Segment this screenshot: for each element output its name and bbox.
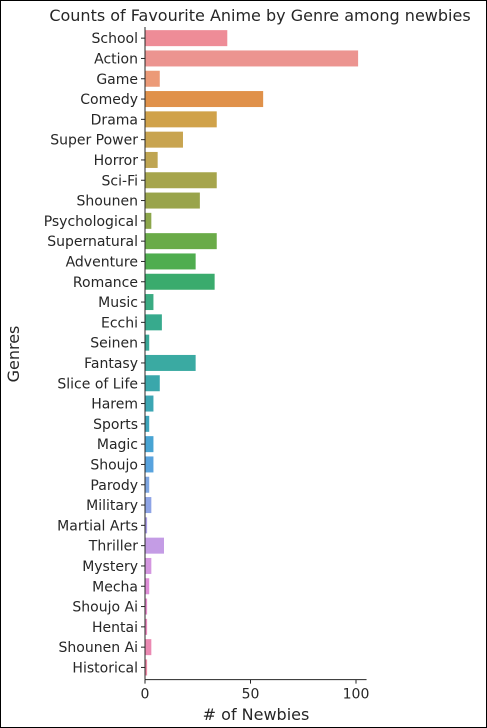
- bar-martial-arts: [145, 517, 148, 534]
- y-tick-label: Sci-Fi: [102, 173, 138, 189]
- y-tick-label: Thriller: [88, 539, 138, 555]
- y-tick-label: Drama: [91, 112, 138, 128]
- y-tick-labels: School Action Game Comedy Drama Super Power Ho…: [44, 31, 139, 676]
- bar-psychological: [145, 212, 152, 229]
- bar-ecchi: [145, 314, 162, 331]
- y-tick-label: Shounen: [76, 194, 138, 210]
- y-tick-label: Shounen Ai: [59, 640, 138, 656]
- y-tick-label: Game: [96, 72, 138, 88]
- bar-action: [145, 50, 359, 67]
- x-tick-label: 100: [343, 687, 370, 703]
- y-tick-label: Super Power: [50, 133, 138, 149]
- bar-game: [145, 70, 160, 87]
- bar-sci-fi: [145, 172, 217, 189]
- bar-comedy: [145, 91, 264, 108]
- bar-adventure: [145, 253, 196, 270]
- y-tick-label: Shoujo: [90, 457, 138, 473]
- bar-horror: [145, 151, 158, 168]
- x-ticks: 0 50 100: [141, 679, 370, 703]
- y-tick-label: Psychological: [44, 214, 138, 230]
- y-tick-label: Mecha: [92, 579, 138, 595]
- y-tick-label: School: [92, 31, 138, 47]
- y-tick-label: Action: [94, 51, 138, 67]
- y-tick-label: Comedy: [80, 92, 138, 108]
- bars-group: [145, 30, 359, 676]
- y-tick-label: Slice of Life: [57, 376, 138, 392]
- y-tick-label: Martial Arts: [57, 518, 138, 534]
- bar-slice-of-life: [145, 375, 160, 392]
- bar-shounen-ai: [145, 639, 152, 656]
- bar-parody: [145, 476, 150, 493]
- y-tick-label: Military: [86, 498, 138, 514]
- bar-school: [145, 30, 228, 47]
- bar-thriller: [145, 537, 164, 554]
- y-tick-label: Seinen: [90, 336, 138, 352]
- bar-super-power: [145, 131, 183, 148]
- bar-fantasy: [145, 354, 196, 371]
- y-tick-label: Fantasy: [84, 356, 138, 372]
- bar-mecha: [145, 578, 150, 595]
- bar-shoujo: [145, 456, 154, 473]
- bar-hentai: [145, 618, 148, 635]
- y-tick-marks: [141, 37, 145, 668]
- bar-music: [145, 294, 154, 311]
- y-tick-label: Harem: [91, 397, 138, 413]
- bar-shounen: [145, 192, 200, 209]
- bar-harem: [145, 395, 154, 412]
- y-tick-label: Hentai: [92, 620, 138, 636]
- x-tick-label: 0: [141, 687, 150, 703]
- bar-drama: [145, 111, 217, 128]
- bar-historical: [145, 659, 148, 676]
- x-axis-label: # of Newbies: [203, 705, 310, 724]
- chart-title: Counts of Favourite Anime by Genre among…: [49, 6, 470, 25]
- y-tick-label: Romance: [73, 275, 138, 291]
- bar-romance: [145, 273, 215, 290]
- y-tick-label: Parody: [90, 478, 138, 494]
- y-tick-label: Shoujo Ai: [72, 600, 138, 616]
- bar-sports: [145, 415, 150, 432]
- y-tick-label: Music: [98, 295, 138, 311]
- y-tick-label: Ecchi: [101, 315, 138, 331]
- y-tick-label: Horror: [94, 153, 139, 169]
- bar-supernatural: [145, 233, 217, 250]
- bar-magic: [145, 436, 154, 453]
- bar-mystery: [145, 557, 152, 574]
- bar-military: [145, 497, 152, 514]
- bar-seinen: [145, 334, 150, 351]
- y-axis-label: Genres: [4, 326, 23, 383]
- y-tick-label: Sports: [93, 417, 138, 433]
- bar-shoujo-ai: [145, 598, 148, 615]
- y-tick-label: Magic: [97, 437, 138, 453]
- y-tick-label: Supernatural: [47, 234, 138, 250]
- y-tick-label: Historical: [72, 660, 138, 676]
- y-tick-label: Mystery: [82, 559, 138, 575]
- x-tick-label: 50: [242, 687, 260, 703]
- y-tick-label: Adventure: [66, 254, 138, 270]
